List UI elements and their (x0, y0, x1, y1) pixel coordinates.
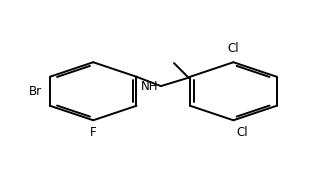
Text: Cl: Cl (227, 42, 239, 55)
Text: Cl: Cl (237, 126, 248, 139)
Text: F: F (90, 126, 97, 139)
Text: Br: Br (29, 85, 42, 98)
Text: NH: NH (141, 80, 158, 93)
